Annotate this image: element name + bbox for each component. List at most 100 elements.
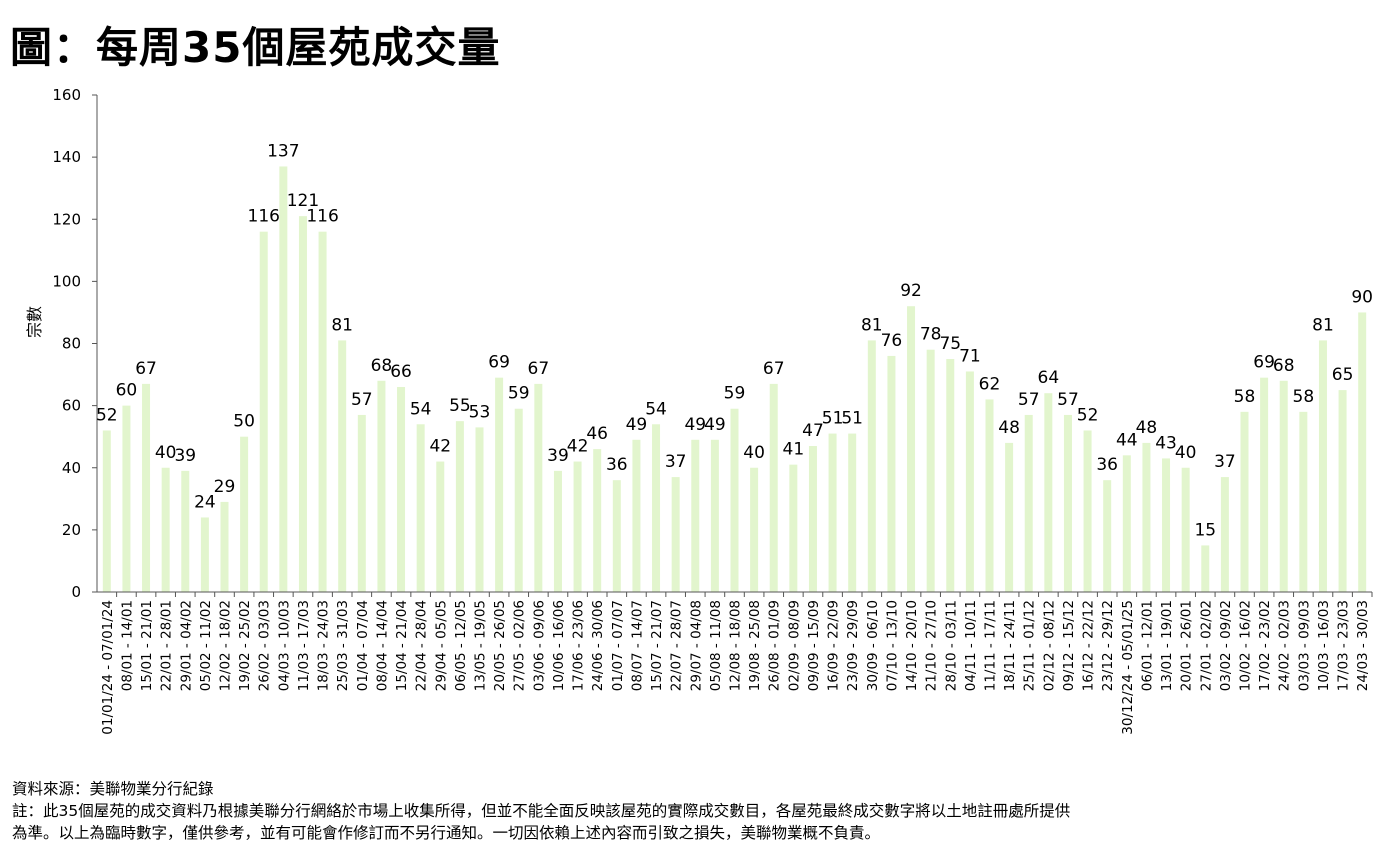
x-tick-label: 14/10 - 20/10: [904, 600, 920, 691]
x-tick-label: 20/05 - 26/05: [492, 600, 508, 691]
x-tick-label: 19/02 - 25/02: [237, 600, 253, 691]
bar: [887, 355, 896, 592]
x-tick-label: 01/01/24 - 07/01/24: [100, 600, 116, 735]
x-tick-label: 04/03 - 10/03: [276, 600, 292, 691]
x-tick-label: 12/08 - 18/08: [728, 600, 744, 691]
data-label: 69: [488, 353, 510, 373]
bar: [1220, 477, 1229, 592]
data-label: 58: [1234, 387, 1256, 407]
bar: [357, 414, 366, 592]
x-tick-label: 22/01 - 28/01: [159, 600, 175, 691]
bar: [652, 424, 661, 592]
x-tick-label: 18/11 - 24/11: [1002, 600, 1018, 691]
x-tick-label: 26/02 - 03/03: [257, 600, 273, 691]
bar: [1162, 458, 1171, 592]
data-label: 54: [410, 399, 432, 419]
page-title: 圖：每周35個屋苑成交量: [10, 23, 501, 72]
x-tick-label: 19/08 - 25/08: [747, 600, 763, 691]
data-labels: 5260674039242950116137121116815768665442…: [96, 141, 1373, 540]
data-label: 37: [665, 452, 687, 472]
bar: [161, 467, 170, 592]
data-label: 50: [233, 412, 255, 432]
data-label: 81: [331, 315, 353, 335]
y-tick-label: 160: [52, 86, 81, 104]
bar: [691, 439, 700, 592]
x-tick-label: 01/04 - 07/04: [355, 600, 371, 691]
x-tick-label: 06/01 - 12/01: [1139, 600, 1155, 691]
x-tick-label: 03/03 - 09/03: [1296, 600, 1312, 691]
data-label: 42: [567, 437, 589, 457]
bar: [475, 427, 484, 592]
data-label: 75: [939, 334, 961, 354]
bars: [102, 166, 1367, 593]
footer: 資料來源：美聯物業分行紀錄 註：此35個屋苑的成交資料乃根據美聯分行網絡於市場上…: [12, 778, 1070, 844]
data-label: 36: [606, 455, 628, 475]
data-label: 52: [96, 405, 118, 425]
data-label: 67: [763, 359, 785, 379]
x-tick-label: 05/02 - 11/02: [198, 600, 214, 691]
x-tick-label: 03/02 - 09/02: [1218, 600, 1234, 691]
x-tick-label: 03/06 - 09/06: [531, 600, 547, 691]
disclaimer-line-2: 為準。以上為臨時數字，僅供參考，並有可能會作修訂而不另行通知。一切因依賴上述內容…: [12, 824, 881, 842]
bar: [926, 349, 935, 592]
data-label: 71: [959, 346, 981, 366]
data-label: 69: [1253, 353, 1275, 373]
x-tick-label: 05/08 - 11/08: [708, 600, 724, 691]
x-tick-label: 07/10 - 13/10: [884, 600, 900, 691]
data-label: 47: [802, 421, 824, 441]
data-label: 40: [743, 443, 765, 463]
bar: [632, 439, 641, 592]
x-tick-label: 02/09 - 08/09: [786, 600, 802, 691]
x-tick-label: 13/01 - 19/01: [1159, 600, 1175, 691]
x-tick-label: 01/07 - 07/07: [610, 600, 626, 691]
bar: [279, 166, 288, 592]
bar: [416, 424, 425, 592]
x-tick-label: 12/02 - 18/02: [218, 600, 234, 691]
x-tick-label: 20/01 - 26/01: [1179, 600, 1195, 691]
x-tick-label: 08/01 - 14/01: [119, 600, 135, 691]
data-label: 43: [1155, 433, 1177, 453]
x-tick-label: 09/12 - 15/12: [1061, 600, 1077, 691]
x-tick-label: 29/04 - 05/05: [433, 600, 449, 691]
bar: [1122, 455, 1131, 592]
bar: [220, 501, 229, 592]
bar: [455, 421, 464, 592]
bar: [750, 467, 759, 592]
source-note: 資料來源：美聯物業分行紀錄: [12, 780, 214, 798]
data-label: 92: [900, 281, 922, 301]
bar: [1083, 430, 1092, 592]
data-label: 64: [1038, 368, 1060, 388]
data-label: 59: [508, 384, 530, 404]
bar: [593, 449, 602, 592]
x-tick-label: 23/09 - 29/09: [845, 600, 861, 691]
x-tick-label: 02/12 - 08/12: [1041, 600, 1057, 691]
bar: [377, 380, 386, 592]
bar: [1299, 411, 1308, 592]
bar: [946, 359, 955, 592]
x-tick-label: 17/03 - 23/03: [1336, 600, 1352, 691]
x-tick-label: 13/05 - 19/05: [473, 600, 489, 691]
x-tick-label: 23/12 - 29/12: [1100, 600, 1116, 691]
bar: [769, 383, 778, 592]
bar: [1063, 414, 1072, 592]
bar: [1103, 480, 1112, 592]
bar: [907, 306, 916, 592]
bar: [1279, 380, 1288, 592]
data-label: 52: [1077, 405, 1099, 425]
data-label: 57: [1018, 390, 1040, 410]
y-tick-label: 80: [62, 335, 81, 353]
data-label: 40: [155, 443, 177, 463]
x-tick-label: 17/02 - 23/02: [1257, 600, 1273, 691]
data-label: 57: [1057, 390, 1079, 410]
y-tick-label: 140: [52, 148, 81, 166]
x-tick-label: 09/09 - 15/09: [806, 600, 822, 691]
bar: [612, 480, 621, 592]
x-tick-label: 08/04 - 14/04: [374, 600, 390, 691]
data-label: 49: [704, 415, 726, 435]
x-tick-label: 08/07 - 14/07: [629, 600, 645, 691]
data-label: 116: [248, 207, 280, 227]
data-label: 48: [998, 418, 1020, 438]
bar: [1240, 411, 1249, 592]
bar: [181, 470, 190, 592]
